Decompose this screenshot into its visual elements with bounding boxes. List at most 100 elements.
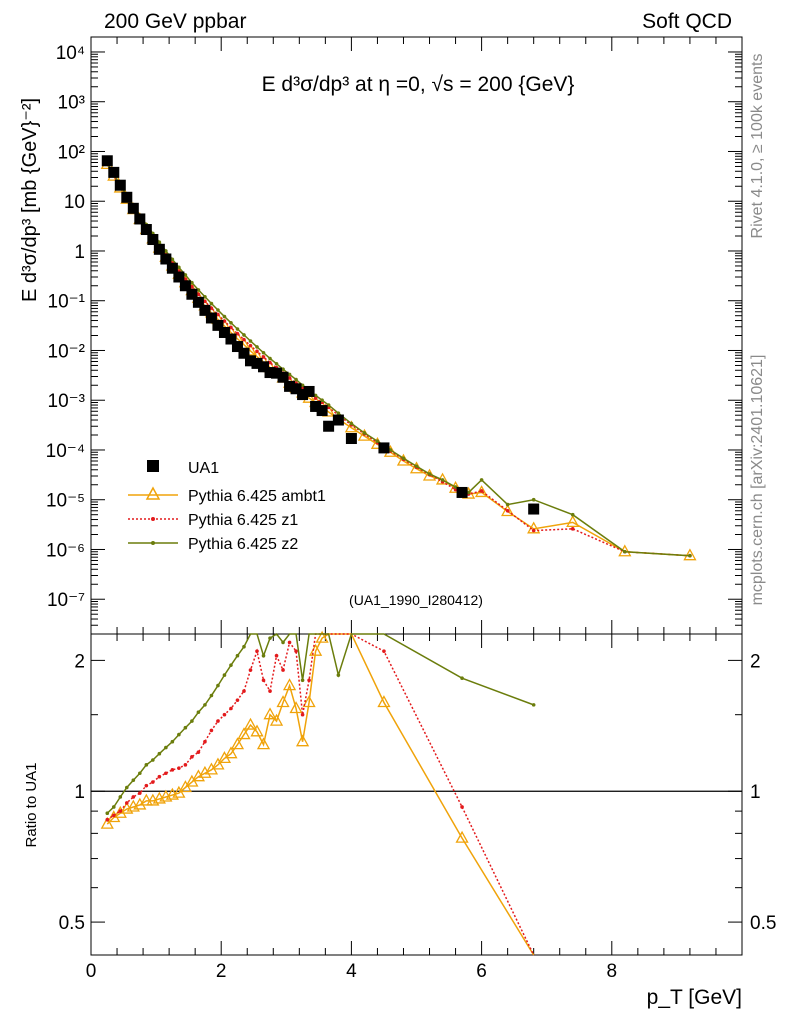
ratio-point-pythia-6-425-z1 — [229, 706, 233, 711]
ratio-point-pythia-6-425-ambt1 — [250, 724, 264, 737]
point-pythia-6-425-ambt1 — [683, 548, 697, 561]
point-ua1 — [323, 420, 335, 432]
legend-label-z2: Pythia 6.425 z2 — [188, 536, 298, 553]
main-marks — [100, 155, 697, 561]
point-ua1 — [101, 155, 113, 167]
point-ua1 — [244, 355, 256, 367]
point-pythia-6-425-z2 — [570, 512, 575, 517]
header-left: 200 GeV ppbar — [104, 10, 246, 33]
point-pythia-6-425-z2 — [531, 497, 536, 502]
ratio-point-pythia-6-425-ambt1 — [133, 797, 147, 810]
ratio-plot: 0 2 4 6 8 0.5 0.5 1 1 2 2 Ratio to UA1 — [23, 630, 776, 982]
ratio-point-pythia-6-425-z2 — [222, 673, 227, 677]
point-pythia-6-425-z2 — [268, 356, 272, 361]
point-ua1 — [284, 380, 296, 392]
point-pythia-6-425-z2 — [427, 472, 432, 476]
point-pythia-6-425-z2 — [170, 257, 175, 262]
point-pythia-6-425-z2 — [235, 327, 240, 331]
x-tick-label: 4 — [346, 961, 357, 982]
ratio-line-pythia-6-425-z2 — [106, 633, 534, 814]
point-pythia-6-425-z2 — [242, 333, 246, 337]
ratio-point-pythia-6-425-z1 — [118, 809, 123, 813]
ratio-point-pythia-6-425-z2 — [268, 636, 272, 640]
chart-title: E d³σ/dp³ at η =0, √s = 200 {GeV} — [262, 73, 575, 96]
point-ua1 — [192, 296, 204, 308]
legend-label-ambt1: Pythia 6.425 ambt1 — [188, 488, 326, 505]
point-pythia-6-425-z1 — [203, 299, 207, 304]
ratio-point-pythia-6-425-z1 — [255, 649, 259, 653]
ratio-point-pythia-6-425-z2 — [105, 811, 110, 816]
x-tick-label: 8 — [607, 961, 618, 982]
ratio-point-pythia-6-425-z2 — [118, 795, 123, 799]
ratio-y-tick-label-right: 2 — [750, 651, 761, 672]
ratio-point-pythia-6-425-z2 — [531, 703, 536, 707]
ratio-point-pythia-6-425-z1 — [177, 766, 181, 770]
ratio-point-pythia-6-425-z1 — [216, 719, 220, 723]
point-pythia-6-425-z2 — [453, 485, 458, 489]
point-pythia-6-425-z2 — [313, 393, 318, 398]
point-pythia-6-425-z2 — [281, 367, 285, 372]
point-ua1 — [166, 262, 178, 274]
legend-label-z1: Pythia 6.425 z1 — [188, 512, 298, 529]
ratio-point-pythia-6-425-ambt1 — [139, 793, 153, 806]
ratio-point-pythia-6-425-z1 — [460, 805, 464, 809]
point-pythia-6-425-z2 — [164, 249, 168, 253]
side-text-mcplots: mcplots.cern.ch [arXiv:2401.10621] — [749, 355, 766, 606]
point-pythia-6-425-z2 — [336, 411, 341, 415]
ratio-point-pythia-6-425-ambt1 — [377, 695, 391, 708]
point-pythia-6-425-z2 — [177, 265, 181, 270]
point-pythia-6-425-z2 — [505, 502, 510, 507]
point-pythia-6-425-z2 — [255, 345, 259, 349]
ratio-point-pythia-6-425-ambt1 — [263, 707, 277, 720]
point-pythia-6-425-z2 — [479, 478, 484, 482]
point-pythia-6-425-z1 — [261, 355, 266, 359]
ratio-point-pythia-6-425-ambt1 — [100, 816, 114, 829]
point-ua1 — [231, 341, 243, 353]
ratio-point-pythia-6-425-z1 — [138, 791, 142, 795]
point-pythia-6-425-z1 — [255, 349, 259, 354]
point-pythia-6-425-z2 — [401, 456, 406, 461]
ratio-y-tick-label: 2 — [74, 651, 85, 672]
point-ua1 — [277, 371, 289, 383]
point-ua1 — [271, 367, 283, 379]
ratio-point-pythia-6-425-z1 — [190, 755, 194, 759]
ratio-point-pythia-6-425-z1 — [203, 739, 207, 744]
point-ua1 — [153, 243, 165, 255]
x-axis-label: p_T [GeV] — [647, 986, 742, 1009]
y-tick-label: 10⁻⁷ — [47, 590, 85, 611]
ratio-marks — [100, 630, 536, 956]
point-ua1 — [199, 304, 211, 316]
point-pythia-6-425-z2 — [326, 403, 331, 407]
ratio-point-pythia-6-425-z2 — [111, 805, 116, 809]
point-pythia-6-425-z1 — [229, 325, 233, 330]
point-pythia-6-425-z2 — [349, 421, 354, 426]
ratio-point-pythia-6-425-ambt1 — [256, 737, 271, 750]
ratio-point-pythia-6-425-z2 — [460, 676, 464, 680]
point-pythia-6-425-z2 — [203, 294, 207, 299]
point-ua1 — [160, 253, 172, 265]
ratio-point-pythia-6-425-ambt1 — [315, 630, 329, 643]
ratio-point-pythia-6-425-z2 — [300, 678, 305, 683]
point-ua1 — [108, 166, 120, 178]
point-ua1 — [264, 367, 276, 379]
point-pythia-6-425-z1 — [531, 528, 536, 533]
ratio-point-pythia-6-425-ambt1 — [191, 769, 206, 782]
point-pythia-6-425-ambt1 — [566, 515, 580, 528]
legend-marker-ua1 — [147, 460, 159, 472]
point-pythia-6-425-z2 — [261, 350, 266, 355]
point-ua1 — [114, 179, 126, 191]
point-ua1 — [528, 503, 540, 515]
ratio-y-tick-label: 1 — [74, 782, 85, 803]
point-pythia-6-425-z2 — [388, 448, 393, 452]
ratio-point-pythia-6-425-z1 — [281, 668, 285, 672]
ratio-point-pythia-6-425-ambt1 — [295, 734, 310, 747]
ratio-point-pythia-6-425-z2 — [151, 758, 155, 762]
point-ua1 — [456, 486, 468, 498]
ratio-point-pythia-6-425-ambt1 — [211, 757, 225, 770]
ratio-point-pythia-6-425-z1 — [261, 678, 266, 683]
point-pythia-6-425-z1 — [300, 386, 305, 390]
ratio-point-pythia-6-425-z2 — [261, 653, 266, 658]
point-ua1 — [218, 326, 230, 338]
point-ua1 — [127, 202, 139, 214]
